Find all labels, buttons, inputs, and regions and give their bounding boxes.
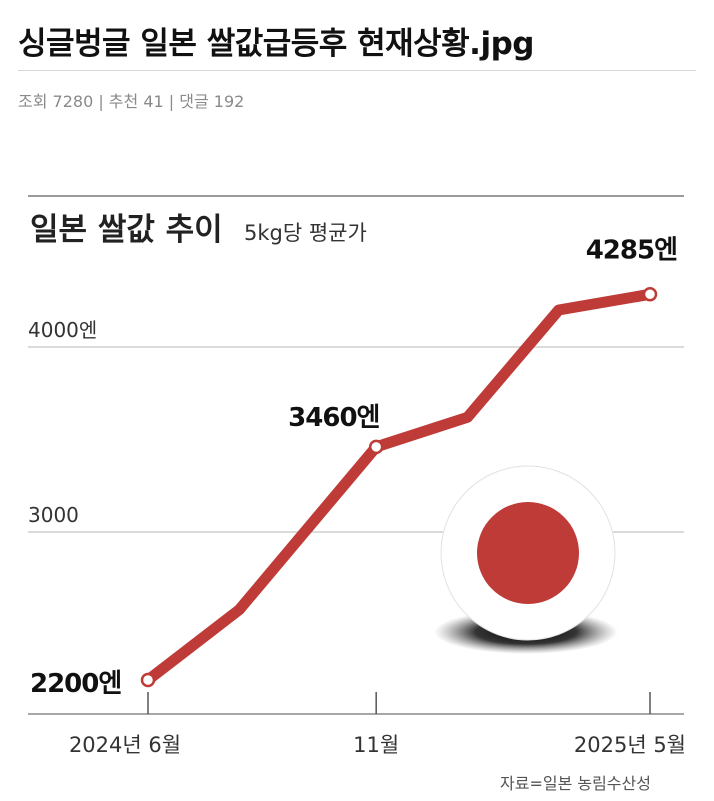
x-axis: 2024년 6월 11월 2025년 5월 [28,692,686,757]
japan-flag-illustration [434,465,618,654]
data-point-marker [642,287,658,302]
post-title: 싱글벙글 일본 쌀값급등후 현재상황.jpg [18,26,534,62]
y-axis-labels: 3000 4000엔 [28,318,97,527]
series-line [142,288,656,686]
x-tick-label: 2024년 6월 [69,733,181,757]
data-label: 4285엔 [586,235,677,265]
header-divider [18,70,696,71]
data-label: 2200엔 [30,669,121,699]
data-label: 3460엔 [288,403,379,433]
y-tick-label: 4000엔 [28,318,97,342]
post-meta: 조회 7280 | 추천 41 | 댓글 192 [18,92,245,111]
data-point-marker [368,439,384,455]
chart-title: 일본 쌀값 추이 [30,212,223,248]
price-series: 2200엔 3460엔 4285엔 [30,235,678,699]
y-tick-label: 3000 [28,503,79,527]
x-tick-label: 11월 [353,733,399,757]
data-point-marker [140,672,156,688]
x-tick-label: 2025년 5월 [574,733,686,757]
chart-subtitle: 5kg당 평균가 [244,221,367,245]
flag-red-circle [477,502,579,604]
chart-source: 자료=일본 농림수산성 [500,774,651,793]
